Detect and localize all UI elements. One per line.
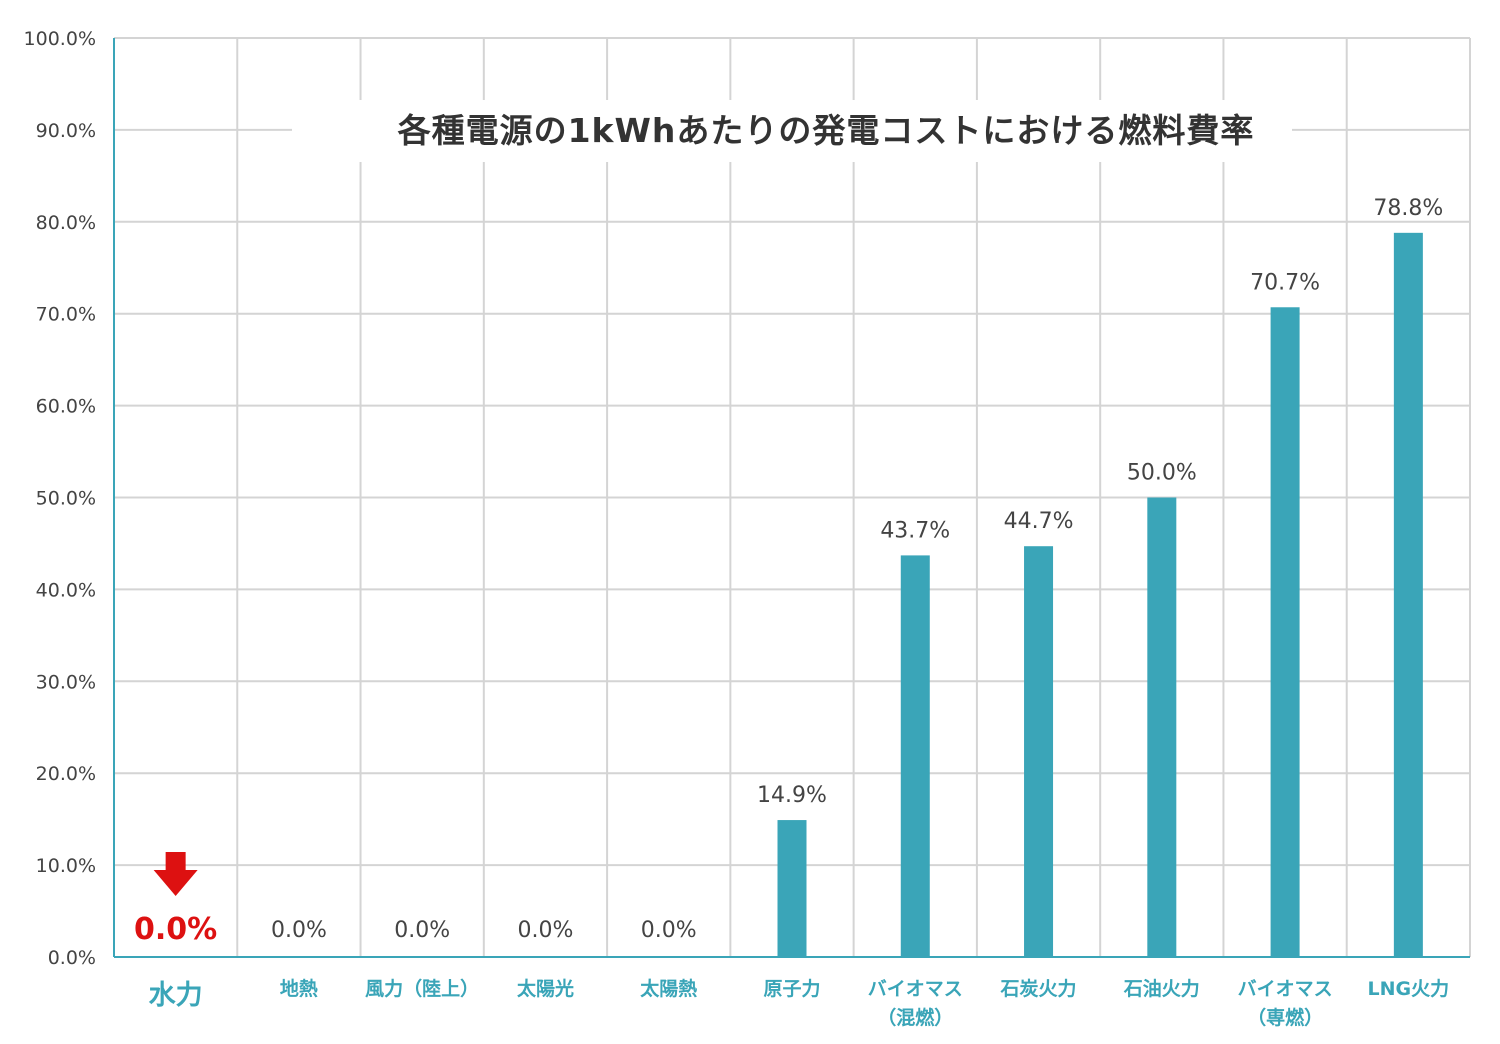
x-tick-label: 太陽熱	[640, 977, 697, 1000]
x-tick-label: 石油火力	[1123, 977, 1200, 1000]
x-tick-label: 原子力	[763, 977, 820, 1000]
chart-title-background	[292, 100, 1292, 162]
data-label: 0.0%	[518, 918, 574, 943]
x-tick-label: LNG火力	[1368, 977, 1450, 1000]
x-tick-label: バイオマス	[1238, 978, 1333, 1000]
y-tick-label: 20.0%	[36, 763, 96, 785]
x-tick-label: バイオマス	[868, 978, 963, 1000]
data-label: 43.7%	[880, 518, 950, 543]
data-label: 0.0%	[394, 918, 450, 943]
x-tick-label: （混燃）	[877, 1006, 953, 1029]
arrow-down-icon	[153, 852, 198, 896]
data-label: 70.7%	[1250, 270, 1320, 295]
data-label: 44.7%	[1004, 509, 1074, 534]
y-tick-label: 30.0%	[36, 671, 96, 693]
chart-title-group: 各種電源の1kWhあたりの発電コストにおける燃料費率	[292, 100, 1292, 162]
x-tick-label: 石炭火力	[1000, 977, 1077, 1000]
x-tick-label: 太陽光	[517, 977, 574, 1000]
y-tick-label: 80.0%	[36, 212, 96, 234]
y-tick-label: 50.0%	[36, 488, 96, 510]
chart-title: 各種電源の1kWhあたりの発電コストにおける燃料費率	[397, 111, 1255, 150]
bar	[1147, 497, 1177, 957]
x-tick-label: 風力（陸上）	[365, 977, 479, 1000]
y-tick-label: 90.0%	[36, 120, 96, 142]
x-tick-label: 水力	[149, 980, 203, 1011]
y-tick-label: 40.0%	[36, 579, 96, 601]
y-tick-label: 70.0%	[36, 304, 96, 326]
y-tick-label: 100.0%	[24, 28, 96, 50]
y-tick-label: 10.0%	[36, 855, 96, 877]
x-tick-label: （専燃）	[1247, 1006, 1323, 1029]
bar	[1024, 546, 1054, 957]
data-label: 50.0%	[1127, 461, 1197, 486]
data-label: 14.9%	[757, 783, 827, 808]
data-label: 78.8%	[1373, 196, 1443, 221]
bar	[777, 820, 807, 957]
data-label: 0.0%	[271, 918, 327, 943]
bar	[900, 555, 930, 957]
labels: 0.0% 10.0% 20.0% 30.0% 40.0% 50.0% 60.0% 70.0% 8…	[24, 28, 1450, 1029]
y-tick-label: 60.0%	[36, 396, 96, 418]
bars	[777, 232, 1423, 958]
grid	[113, 37, 1471, 958]
bar	[1393, 232, 1423, 957]
y-tick-label: 0.0%	[48, 947, 96, 969]
bar	[1270, 307, 1300, 958]
x-tick-label: 地熱	[280, 977, 318, 1000]
data-label: 0.0%	[134, 912, 217, 947]
data-label: 0.0%	[641, 918, 697, 943]
